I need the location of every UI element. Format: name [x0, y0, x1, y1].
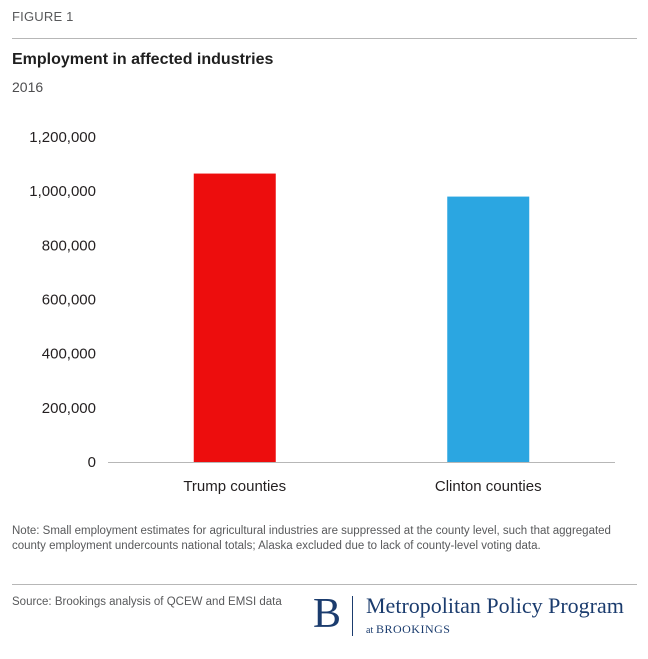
chart-note: Note: Small employment estimates for agr…: [12, 525, 611, 552]
bar-trump-counties: [193, 173, 276, 462]
top-divider: [12, 38, 637, 39]
logo-program-name: Metropolitan Policy Program: [366, 593, 624, 618]
y-tick-label: 800,000: [42, 237, 96, 254]
bar-chart: 0 200,000 400,000 600,000 800,000 1,000,000 1,…: [29, 129, 615, 495]
logo-subtitle: at BROOKINGS: [366, 622, 450, 637]
y-tick-label: 1,000,000: [29, 183, 96, 200]
bottom-divider: [12, 584, 637, 585]
logo-sub-at: at: [366, 625, 374, 636]
y-tick-label: 600,000: [42, 292, 96, 309]
y-tick-label: 400,000: [42, 346, 96, 363]
x-tick-label: Trump counties: [183, 478, 286, 495]
logo-divider: [352, 596, 353, 636]
logo-letter: B: [313, 591, 342, 637]
chart-subtitle: 2016: [12, 79, 44, 95]
y-tick-label: 200,000: [42, 400, 96, 417]
x-tick-label: Clinton counties: [435, 478, 542, 495]
logo-sub-org: BROOKINGS: [375, 622, 451, 636]
brookings-logo: B Metropolitan Policy Program at BROOKIN…: [313, 590, 638, 642]
y-tick-label: 1,200,000: [29, 129, 96, 146]
bar-clinton-counties: [447, 196, 530, 462]
source-text: Source: Brookings analysis of QCEW and E…: [12, 596, 282, 608]
chart-title: Employment in affected industries: [12, 51, 274, 68]
figure-label: FIGURE 1: [12, 9, 74, 24]
y-tick-label: 0: [88, 454, 96, 471]
